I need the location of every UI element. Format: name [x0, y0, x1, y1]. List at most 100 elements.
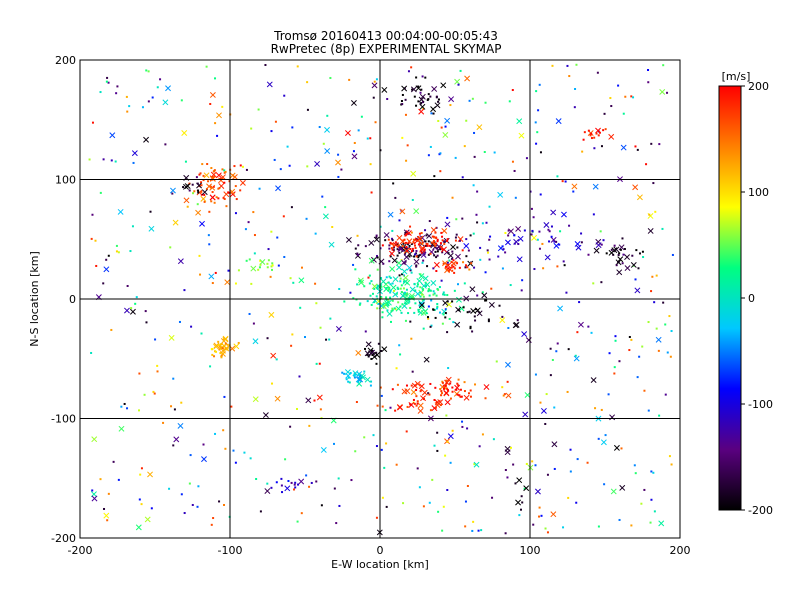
data-point-dot [347, 376, 350, 379]
data-point-dot [279, 168, 282, 171]
data-point-dot [373, 80, 376, 83]
data-point-dot [452, 265, 455, 268]
data-point-dot [373, 301, 376, 304]
data-point-dot [360, 115, 363, 118]
data-point-dot [380, 285, 383, 288]
data-point-dot [372, 352, 375, 355]
data-point-dot [446, 238, 449, 241]
data-point-dot [452, 321, 455, 324]
data-point-dot [415, 404, 418, 407]
data-point-cross [218, 183, 225, 189]
data-point-dot [107, 492, 110, 495]
data-point-cross [103, 266, 110, 273]
data-point-dot [134, 302, 137, 305]
data-point-cross [516, 118, 523, 125]
data-point-dot [614, 335, 617, 338]
data-point-dot [409, 225, 412, 228]
data-point-dot [387, 281, 390, 284]
data-point-dot [668, 315, 671, 318]
data-point-cross [442, 260, 448, 267]
data-point-dot [220, 356, 223, 359]
data-point-cross [476, 310, 483, 317]
data-point-dot [290, 344, 293, 347]
data-point-dot [283, 255, 286, 258]
data-point-dot [412, 249, 415, 252]
data-point-dot [223, 395, 226, 398]
data-point-dot [210, 523, 213, 526]
data-point-dot [593, 136, 596, 139]
data-point-dot [352, 297, 355, 300]
data-point-dot [91, 121, 94, 124]
data-point-dot [381, 496, 384, 499]
data-point-dot [597, 134, 600, 137]
data-point-cross [613, 246, 620, 253]
data-point-dot [183, 512, 186, 515]
data-point-dot [439, 245, 442, 248]
data-point-dot [424, 240, 427, 243]
data-point-dot [484, 101, 487, 104]
data-point-dot [516, 319, 519, 322]
data-point-dot [364, 347, 367, 350]
data-point-dot [188, 482, 191, 485]
data-point-dot [249, 457, 252, 460]
data-point-cross [555, 118, 562, 125]
data-point-cross [118, 425, 125, 432]
data-point-cross [410, 170, 417, 177]
data-point-cross [201, 189, 208, 196]
data-point-dot [223, 198, 226, 201]
data-point-dot [451, 386, 454, 389]
data-point-dot [405, 246, 408, 249]
data-point-dot [433, 444, 436, 447]
data-point-cross [354, 252, 361, 259]
data-point-dot [234, 282, 237, 285]
data-point-dot [326, 114, 329, 117]
data-point-dot [397, 244, 400, 247]
data-point-dot [434, 406, 437, 409]
data-point-dot [102, 282, 105, 285]
data-point-dot [320, 504, 323, 507]
data-point-cross [550, 209, 557, 216]
data-point-dot [356, 253, 359, 256]
data-point-cross [275, 185, 281, 192]
data-point-dot [650, 142, 653, 145]
data-point-dot [159, 78, 162, 81]
data-point-dot [460, 395, 463, 398]
data-point-dot [405, 293, 408, 296]
data-point-dot [267, 259, 270, 262]
plot-area: -200 -100 0 100 200 -200 -100 0 100 200 [51, 54, 690, 557]
data-point-dot [404, 252, 407, 255]
data-point-cross [172, 219, 179, 226]
data-point-dot [491, 496, 494, 499]
data-point-dot [424, 244, 427, 247]
data-point-dot [428, 393, 431, 396]
data-point-cross [420, 395, 427, 402]
data-point-dot [305, 217, 308, 220]
data-point-dot [164, 143, 167, 146]
data-point-cross [454, 78, 461, 85]
data-point-cross [233, 343, 240, 350]
data-point-cross [463, 243, 470, 249]
data-point-dot [208, 210, 211, 213]
data-point-cross [220, 174, 226, 181]
data-point-dot [446, 216, 449, 219]
data-point-dot [459, 69, 462, 72]
data-point-dot [597, 525, 600, 528]
data-point-dot [475, 213, 478, 216]
data-point-dot [415, 265, 418, 268]
data-point-dot [442, 313, 445, 316]
data-point-cross [447, 433, 454, 440]
colorbar: [m/s] 200 100 0 -100 -200 [718, 70, 773, 517]
data-point-dot [440, 279, 443, 282]
data-point-dot [589, 134, 592, 137]
data-point-dot [208, 243, 211, 246]
data-point-dot [465, 238, 468, 241]
data-point-dot [443, 240, 446, 243]
data-point-cross [540, 407, 547, 414]
data-point-cross [609, 414, 616, 421]
data-point-dot [416, 285, 419, 288]
data-point-cross [523, 485, 530, 492]
data-point-dot [154, 338, 157, 341]
data-point-dot [484, 397, 487, 400]
data-point-dot [479, 258, 482, 261]
data-point-dot [445, 379, 448, 382]
